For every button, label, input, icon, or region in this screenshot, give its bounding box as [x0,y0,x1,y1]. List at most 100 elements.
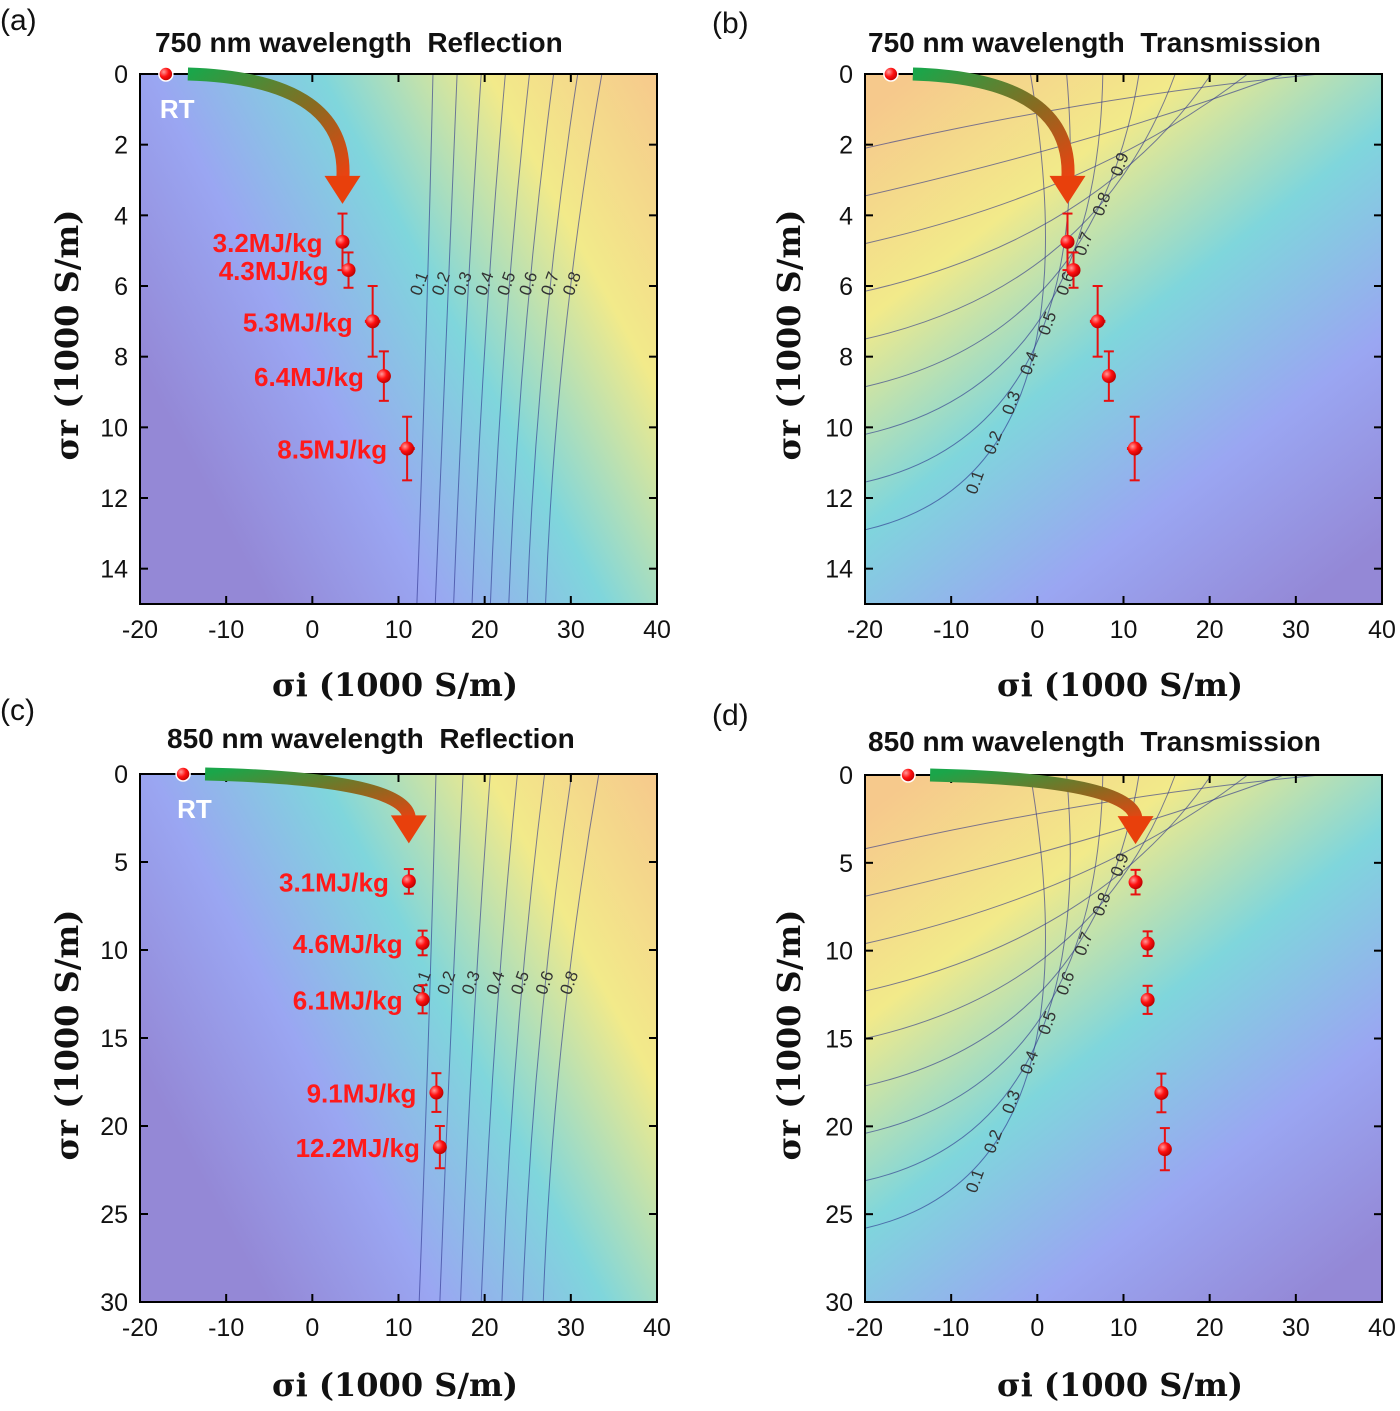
x-tick-label: 10 [385,1314,413,1342]
rt-label: RT [177,794,212,824]
y-tick-label: 25 [825,1201,853,1229]
contour-line [864,73,1046,531]
contour-line [480,773,518,1303]
x-tick-label: -10 [933,1314,969,1342]
y-tick-label: 20 [825,1113,853,1141]
data-point: 8.5MJ/kg [277,415,415,482]
data-marker [1140,936,1155,951]
y-tick-label: 2 [839,132,853,160]
x-tick-label: -10 [933,616,969,644]
contour-fill [140,74,657,604]
y-tick-label: 20 [100,1113,128,1141]
x-tick-label: 40 [643,1314,671,1342]
contour-line [418,773,437,1303]
data-marker [432,1140,447,1155]
panel-a: (a)750 nm wavelength Reflection0.10.20.3… [0,4,671,704]
data-point: 3.1MJ/kg [279,867,416,897]
contour-line [864,774,1248,945]
energy-label: 6.1MJ/kg [293,985,403,1015]
contour-line [864,73,1321,149]
y-tick-label: 14 [825,556,853,584]
energy-label: 3.2MJ/kg [213,228,323,258]
data-marker [341,263,356,278]
energy-label: 5.3MJ/kg [243,307,353,337]
contour-line [864,73,1212,292]
y-axis-label: σr (1000 S/m) [48,910,86,1161]
x-tick-label: 30 [557,1314,585,1342]
energy-label: 12.2MJ/kg [296,1133,420,1163]
data-point [1126,415,1143,482]
contour-line [434,73,458,605]
y-tick-label: 4 [839,202,853,230]
contour-line [864,774,1071,1182]
contour-line [864,73,1248,245]
contour-line [471,73,506,605]
contour-fill [865,74,1382,604]
data-point [1128,868,1143,896]
data-marker [1060,234,1075,249]
contour-line [439,773,464,1303]
contour-line [522,773,573,1303]
x-tick-label: -20 [122,1314,158,1342]
y-tick-label: 12 [100,485,128,513]
contour-line [864,73,1284,197]
x-tick-label: 0 [1030,616,1044,644]
y-tick-label: 0 [839,61,853,89]
x-tick-label: 10 [385,616,413,644]
trend-arrow-head [390,815,427,844]
energy-label: 4.3MJ/kg [219,256,329,286]
panel-label: (b) [712,7,749,40]
contour-line [508,73,555,605]
chart-title: 750 nm wavelength Reflection [155,27,563,58]
contour-line [526,73,579,605]
data-point [1089,285,1106,358]
data-point: 4.3MJ/kg [219,251,356,289]
y-tick-label: 12 [825,485,853,513]
contour-line [416,73,434,605]
y-tick-label: 30 [825,1289,853,1317]
y-axis-label: σr (1000 S/m) [770,910,808,1161]
data-point: 3.2MJ/kg [213,212,350,272]
chart-title: 850 nm wavelength Transmission [868,726,1321,757]
x-tick-label: 10 [1110,616,1138,644]
y-tick-label: 15 [825,1026,853,1054]
x-tick-label: 20 [1196,1314,1224,1342]
x-tick-label: 0 [305,1314,319,1342]
x-tick-label: 20 [471,1314,499,1342]
data-marker [1157,1142,1172,1157]
trend-arrow [187,67,350,185]
x-tick-label: 40 [1368,1314,1396,1342]
energy-label: 4.6MJ/kg [293,929,403,959]
rt-label: RT [160,94,195,124]
trend-arrow [912,67,1075,185]
trend-arrow-head [1049,175,1086,204]
data-point [1101,350,1116,402]
panel-label: (d) [712,699,749,732]
y-tick-label: 0 [114,61,128,89]
chart-title: 750 nm wavelength Transmission [868,27,1321,58]
energy-label: 3.1MJ/kg [279,867,389,897]
data-point [1060,212,1075,272]
x-tick-label: -20 [122,616,158,644]
x-tick-label: 30 [1282,616,1310,644]
y-tick-label: 8 [114,344,128,372]
rt-point [883,66,899,82]
panel-c: (c)850 nm wavelength Reflection0.10.20.3… [0,694,671,1404]
contour-line [864,774,1321,850]
y-tick-label: 8 [839,344,853,372]
data-point: 12.2MJ/kg [296,1125,447,1170]
data-point: 5.3MJ/kg [243,285,381,358]
x-tick-label: -10 [208,616,244,644]
data-marker [401,874,416,889]
y-tick-label: 0 [839,762,853,790]
y-tick-label: 10 [825,938,853,966]
energy-label: 6.4MJ/kg [254,362,364,392]
contour-line [864,774,1104,1134]
rt-point [900,767,916,783]
x-tick-label: 40 [643,616,671,644]
data-marker [376,369,391,384]
y-tick-label: 15 [100,1025,128,1053]
x-tick-label: -20 [847,1314,883,1342]
data-marker [1154,1085,1169,1100]
